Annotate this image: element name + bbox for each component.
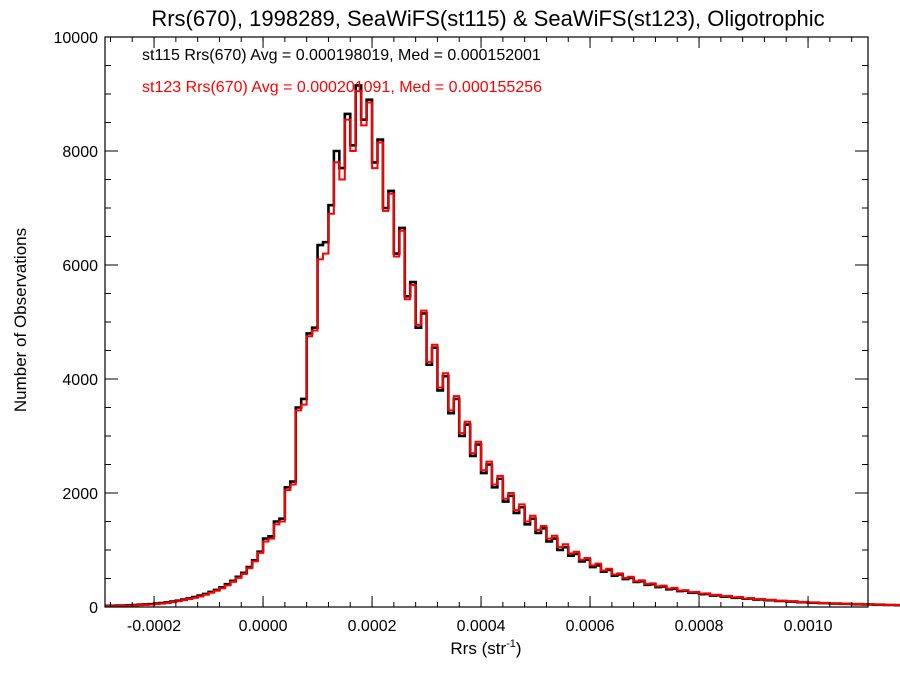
x-axis-label: Rrs (str-1) <box>450 638 521 658</box>
y-tick-label: 10000 <box>54 30 99 47</box>
x-axis-label-text: Rrs (str <box>450 639 506 658</box>
x-tick-label: -0.0002 <box>127 618 181 635</box>
x-tick-label: 0.0004 <box>457 618 506 635</box>
plot-series <box>105 84 900 608</box>
x-tick-label: 0.0000 <box>239 618 288 635</box>
chart-title: Rrs(670), 1998289, SeaWiFS(st115) & SeaW… <box>151 6 824 31</box>
x-axis-label-superscript: -1 <box>506 638 516 650</box>
y-axis-label: Number of Observations <box>11 228 30 412</box>
x-axis-ticks: -0.0002 0.0000 0.0002 0.0004 0.0006 0.0008 0.0… <box>109 37 853 635</box>
y-tick-label: 4000 <box>62 372 98 389</box>
series-line-st115 <box>105 84 900 608</box>
legend-st123: st123 Rrs(670) Avg = 0.000201091, Med = … <box>142 79 542 96</box>
x-tick-label: 0.0008 <box>675 618 724 635</box>
y-tick-label: 8000 <box>62 144 98 161</box>
x-tick-label: 0.0010 <box>784 618 833 635</box>
series-line-st123 <box>105 90 900 608</box>
plot-frame <box>104 36 869 608</box>
y-tick-label: 2000 <box>62 486 98 503</box>
y-tick-label: 0 <box>89 600 98 617</box>
legend-st115: st115 Rrs(670) Avg = 0.000198019, Med = … <box>142 47 541 64</box>
x-tick-label: 0.0006 <box>566 618 615 635</box>
x-axis-label-suffix: ) <box>516 639 522 658</box>
y-tick-label: 6000 <box>62 258 98 275</box>
x-tick-label: 0.0002 <box>348 618 397 635</box>
y-axis-ticks: 0 2000 4000 6000 8000 10000 <box>54 30 868 617</box>
